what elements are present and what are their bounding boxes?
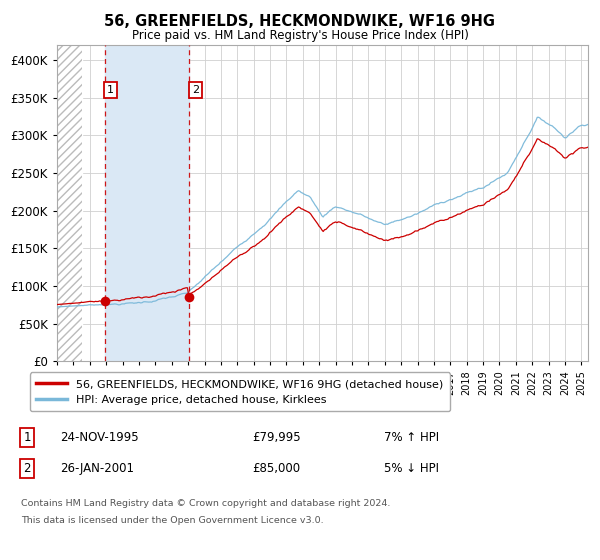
Text: 24-NOV-1995: 24-NOV-1995 xyxy=(60,431,139,445)
Legend: 56, GREENFIELDS, HECKMONDWIKE, WF16 9HG (detached house), HPI: Average price, de: 56, GREENFIELDS, HECKMONDWIKE, WF16 9HG … xyxy=(29,372,450,411)
Text: £79,995: £79,995 xyxy=(252,431,301,445)
Text: 2: 2 xyxy=(23,462,31,475)
Text: 56, GREENFIELDS, HECKMONDWIKE, WF16 9HG: 56, GREENFIELDS, HECKMONDWIKE, WF16 9HG xyxy=(104,14,496,29)
Text: Price paid vs. HM Land Registry's House Price Index (HPI): Price paid vs. HM Land Registry's House … xyxy=(131,29,469,42)
Bar xyxy=(57,45,82,361)
Text: Contains HM Land Registry data © Crown copyright and database right 2024.: Contains HM Land Registry data © Crown c… xyxy=(21,500,391,508)
Text: 26-JAN-2001: 26-JAN-2001 xyxy=(60,462,134,475)
Text: £85,000: £85,000 xyxy=(252,462,300,475)
Bar xyxy=(57,45,82,361)
Text: 1: 1 xyxy=(23,431,31,445)
Text: This data is licensed under the Open Government Licence v3.0.: This data is licensed under the Open Gov… xyxy=(21,516,323,525)
Text: 7% ↑ HPI: 7% ↑ HPI xyxy=(384,431,439,445)
Text: 5% ↓ HPI: 5% ↓ HPI xyxy=(384,462,439,475)
Text: 1: 1 xyxy=(107,85,114,95)
Bar xyxy=(104,45,189,361)
Text: 2: 2 xyxy=(192,85,199,95)
